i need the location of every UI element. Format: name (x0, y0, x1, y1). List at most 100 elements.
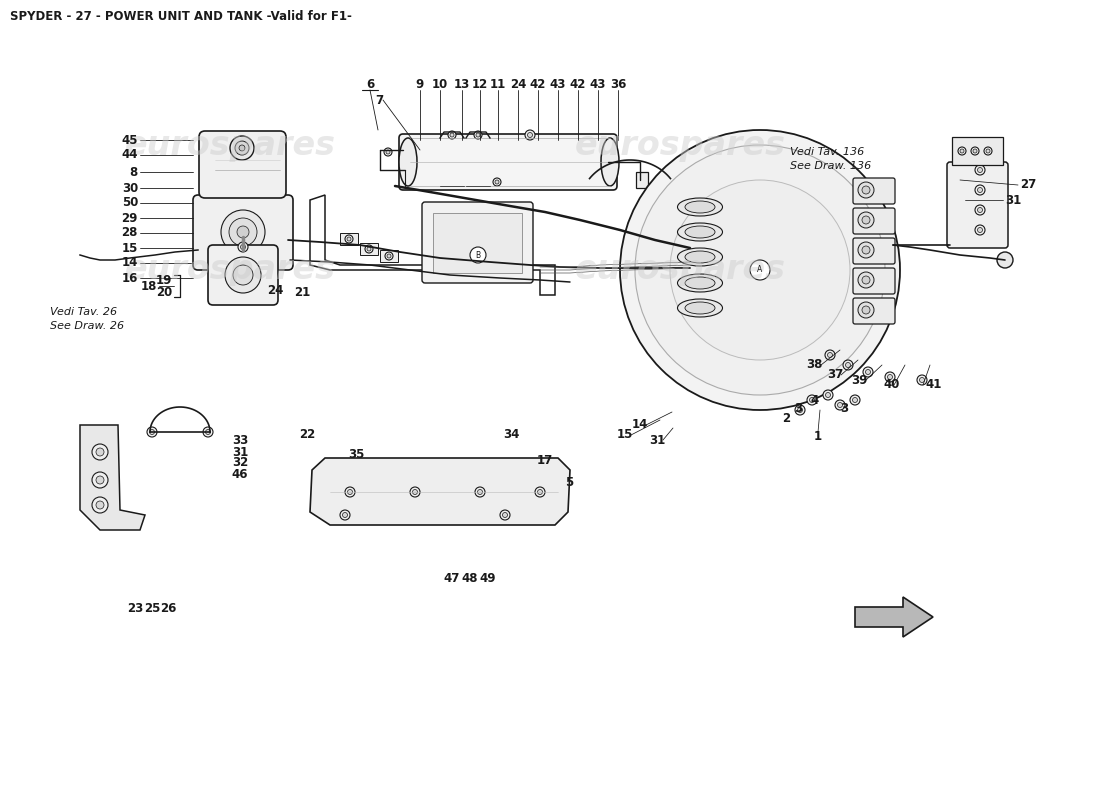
Text: 42: 42 (530, 78, 547, 91)
Circle shape (477, 490, 483, 494)
Circle shape (975, 185, 984, 195)
Text: 14: 14 (631, 418, 648, 431)
Text: Vedi Tav. 26: Vedi Tav. 26 (50, 307, 117, 317)
Circle shape (239, 145, 245, 151)
Ellipse shape (685, 302, 715, 314)
Bar (433, 213, 522, 273)
Polygon shape (80, 425, 145, 530)
Text: 2: 2 (782, 411, 790, 425)
Text: 15: 15 (617, 429, 632, 442)
Text: 15: 15 (122, 242, 138, 254)
Circle shape (528, 133, 532, 138)
FancyBboxPatch shape (852, 208, 895, 234)
Text: 4: 4 (811, 394, 819, 406)
Ellipse shape (678, 299, 723, 317)
Text: 38: 38 (806, 358, 823, 371)
Circle shape (984, 147, 992, 155)
Text: 14: 14 (122, 257, 138, 270)
FancyBboxPatch shape (852, 238, 895, 264)
Circle shape (846, 362, 850, 367)
FancyBboxPatch shape (208, 245, 278, 305)
Circle shape (221, 210, 265, 254)
Circle shape (960, 149, 964, 153)
Circle shape (386, 150, 390, 154)
Circle shape (974, 149, 977, 153)
FancyBboxPatch shape (192, 195, 293, 270)
Circle shape (825, 393, 830, 398)
Circle shape (342, 513, 348, 518)
Circle shape (750, 260, 770, 280)
Circle shape (92, 472, 108, 488)
Bar (636, 172, 648, 188)
Circle shape (346, 237, 351, 241)
Circle shape (858, 182, 874, 198)
Circle shape (862, 216, 870, 224)
Text: 30: 30 (122, 182, 138, 194)
Ellipse shape (601, 138, 619, 186)
Text: SPYDER - 27 - POWER UNIT AND TANK -Valid for F1-: SPYDER - 27 - POWER UNIT AND TANK -Valid… (10, 10, 352, 23)
Circle shape (958, 147, 966, 155)
Ellipse shape (678, 223, 723, 241)
Text: 13: 13 (454, 78, 470, 91)
Text: 9: 9 (416, 78, 425, 91)
Polygon shape (310, 458, 570, 525)
Circle shape (620, 130, 900, 410)
Text: 31: 31 (232, 446, 248, 458)
Text: 44: 44 (121, 149, 138, 162)
Text: 36: 36 (609, 78, 626, 91)
Text: 31: 31 (1005, 194, 1021, 206)
Text: 24: 24 (509, 78, 526, 91)
Circle shape (843, 360, 852, 370)
Text: 6: 6 (366, 78, 374, 91)
Circle shape (235, 141, 249, 155)
Text: 49: 49 (480, 572, 496, 585)
Text: 22: 22 (299, 429, 315, 442)
Circle shape (226, 257, 261, 293)
Text: 3: 3 (840, 402, 848, 414)
Text: 17: 17 (537, 454, 553, 466)
FancyBboxPatch shape (947, 162, 1008, 248)
Text: 41: 41 (925, 378, 942, 391)
Circle shape (858, 302, 874, 318)
Circle shape (230, 136, 254, 160)
Circle shape (978, 207, 982, 213)
Text: 48: 48 (462, 572, 478, 585)
Bar (340, 233, 358, 245)
FancyBboxPatch shape (199, 131, 286, 198)
Circle shape (920, 378, 924, 382)
Text: 3: 3 (794, 402, 802, 414)
Circle shape (92, 497, 108, 513)
Circle shape (810, 398, 814, 402)
Circle shape (825, 350, 835, 360)
Text: 43: 43 (590, 78, 606, 91)
Text: 24: 24 (266, 283, 283, 297)
Polygon shape (855, 597, 933, 637)
Circle shape (975, 225, 984, 235)
Bar (952, 137, 1003, 165)
Circle shape (229, 218, 257, 246)
Text: 31: 31 (649, 434, 666, 446)
FancyBboxPatch shape (852, 298, 895, 324)
Circle shape (475, 487, 485, 497)
Text: 20: 20 (156, 286, 172, 298)
Text: 32: 32 (232, 457, 248, 470)
Circle shape (474, 131, 482, 139)
Ellipse shape (685, 277, 715, 289)
Circle shape (96, 501, 104, 509)
Circle shape (340, 510, 350, 520)
Circle shape (795, 405, 805, 415)
Circle shape (862, 306, 870, 314)
Text: 8: 8 (130, 166, 138, 178)
Circle shape (500, 510, 510, 520)
Circle shape (862, 276, 870, 284)
Circle shape (535, 487, 544, 497)
FancyBboxPatch shape (422, 202, 534, 283)
Circle shape (978, 167, 982, 173)
Circle shape (410, 487, 420, 497)
Circle shape (888, 374, 892, 379)
Circle shape (862, 246, 870, 254)
Text: 11: 11 (490, 78, 506, 91)
Ellipse shape (685, 251, 715, 263)
Text: 28: 28 (122, 226, 138, 239)
Text: eurospares: eurospares (574, 129, 785, 162)
